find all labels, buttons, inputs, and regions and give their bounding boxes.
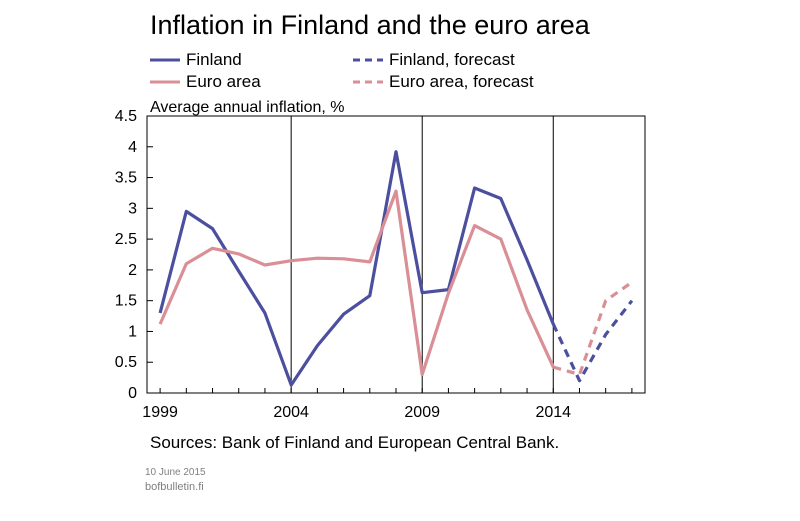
series-line-finland-forecast xyxy=(551,299,634,383)
sources-note: Sources: Bank of Finland and European Ce… xyxy=(150,433,560,452)
publication-date: 10 June 2015 xyxy=(145,467,206,478)
y-tick-label-5: 2.5 xyxy=(115,231,137,248)
legend-item-euro-area: Euro area xyxy=(150,72,261,92)
y-tick-label-1: 0.5 xyxy=(115,354,137,371)
y-tick-label-4: 2 xyxy=(128,262,137,279)
y-axis-label: Average annual inflation, % xyxy=(150,99,345,116)
x-tick-label-1999: 1999 xyxy=(142,404,178,421)
x-tick-label-2009: 2009 xyxy=(404,404,440,421)
legend-item-finland-forecast: Finland, forecast xyxy=(353,50,515,70)
site-name: bofbulletin.fi xyxy=(145,481,204,493)
y-tick-label-7: 3.5 xyxy=(115,170,137,187)
y-tick-label-6: 3 xyxy=(128,200,137,217)
x-tick-label-2004: 2004 xyxy=(273,404,309,421)
legend-label-finland: Finland xyxy=(186,50,242,69)
series-line-finland xyxy=(158,150,555,387)
y-tick-label-3: 1.5 xyxy=(115,293,137,310)
x-tick-label-2014: 2014 xyxy=(535,404,571,421)
legend-swatch-finland-forecast xyxy=(353,58,383,62)
chart-title: Inflation in Finland and the euro area xyxy=(150,10,590,40)
legend-swatch-euro-area-forecast xyxy=(353,80,383,84)
legend-label-euro-area: Euro area xyxy=(186,72,261,91)
legend-item-euro-area-forecast: Euro area, forecast xyxy=(353,72,534,92)
legend-label-finland-forecast: Finland, forecast xyxy=(389,50,515,69)
y-tick-label-2: 1 xyxy=(128,323,137,340)
y-tick-label-0: 0 xyxy=(128,385,137,402)
legend-swatch-finland xyxy=(150,58,180,62)
legend-swatch-euro-area xyxy=(150,80,180,84)
legend-label-euro-area-forecast: Euro area, forecast xyxy=(389,72,534,91)
series-line-euro-area xyxy=(158,189,555,377)
legend-item-finland: Finland xyxy=(150,50,242,70)
y-tick-label-9: 4.5 xyxy=(115,108,137,125)
y-tick-label-8: 4 xyxy=(128,139,137,156)
